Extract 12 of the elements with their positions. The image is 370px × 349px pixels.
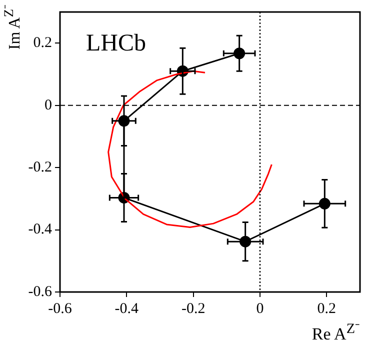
x-tick-label: -0.6	[48, 300, 72, 317]
y-tick-label: -0.2	[28, 159, 52, 176]
y-tick-label: -0.6	[28, 284, 52, 300]
annotation: LHCb	[86, 30, 146, 56]
y-tick-label: -0.4	[28, 222, 52, 238]
y-tick-label: 0	[44, 97, 52, 114]
x-tick-label: -0.2	[181, 300, 206, 317]
y-tick-label: 0.2	[33, 35, 52, 52]
x-tick-label: 0	[256, 300, 264, 317]
x-tick-label: -0.4	[114, 300, 140, 317]
x-axis-title: Re A$^{Z⁻}$	[312, 320, 360, 345]
x-tick-label: 0.2	[317, 300, 336, 317]
